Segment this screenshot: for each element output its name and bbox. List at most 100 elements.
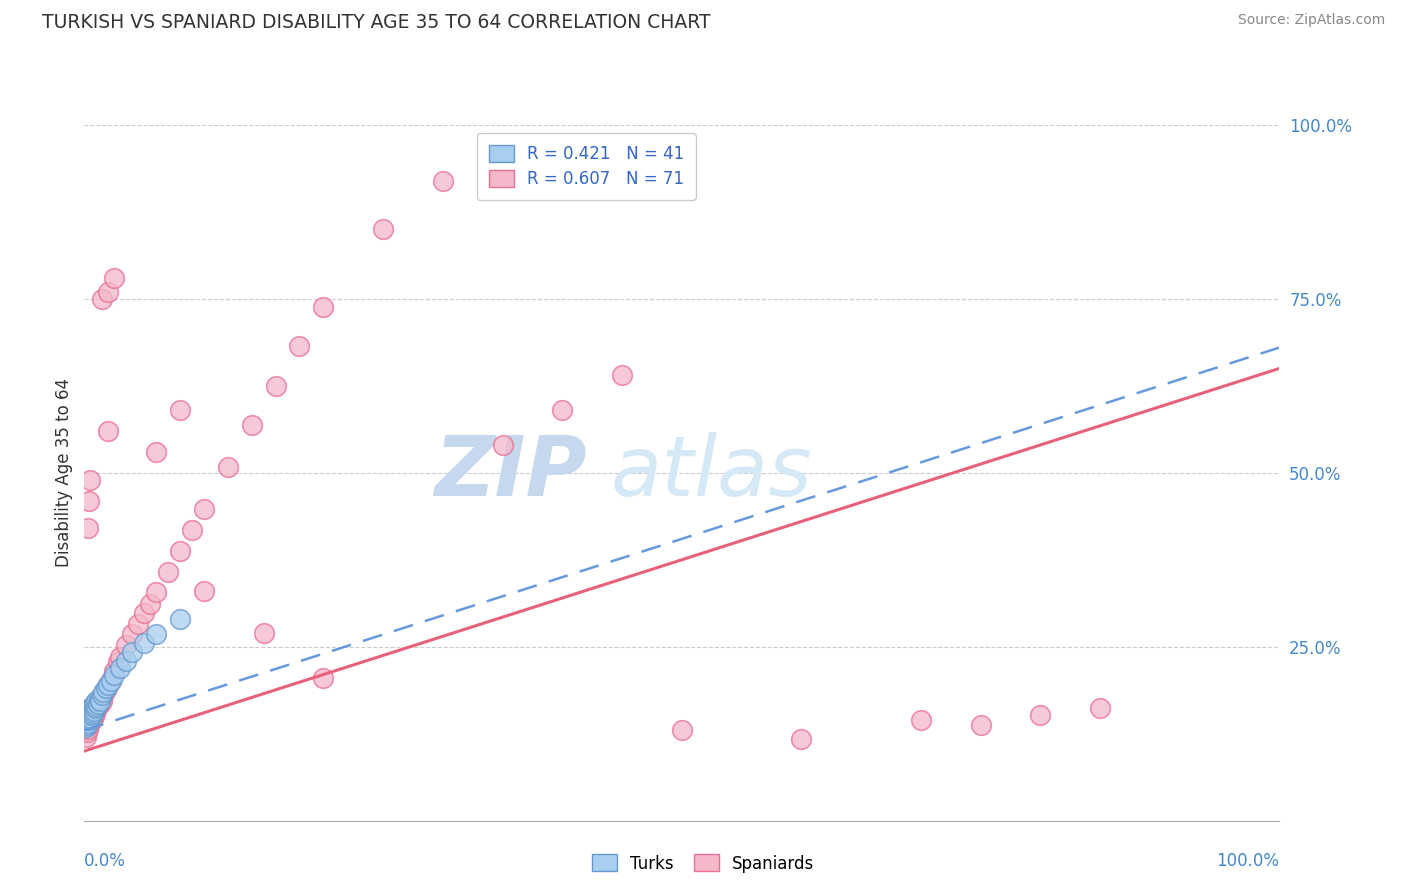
Y-axis label: Disability Age 35 to 64: Disability Age 35 to 64 xyxy=(55,378,73,567)
Point xyxy=(139,597,162,611)
Point xyxy=(180,523,202,537)
Point xyxy=(97,424,120,438)
Point xyxy=(77,521,100,535)
Point xyxy=(93,685,115,699)
Point xyxy=(1088,701,1111,715)
Point xyxy=(84,702,107,716)
Point xyxy=(790,731,813,746)
Point xyxy=(80,702,103,716)
Point xyxy=(84,706,107,720)
Point xyxy=(89,697,111,711)
Text: TURKISH VS SPANIARD DISABILITY AGE 35 TO 64 CORRELATION CHART: TURKISH VS SPANIARD DISABILITY AGE 35 TO… xyxy=(42,13,711,32)
Point xyxy=(79,701,101,715)
Point xyxy=(77,716,100,731)
Point xyxy=(75,720,97,734)
Point xyxy=(82,711,104,725)
Legend: R = 0.421   N = 41, R = 0.607   N = 71: R = 0.421 N = 41, R = 0.607 N = 71 xyxy=(477,133,696,200)
Point xyxy=(86,697,108,711)
Point xyxy=(970,717,993,731)
Point xyxy=(432,173,454,187)
Point xyxy=(94,682,117,697)
Point xyxy=(82,706,104,720)
Point xyxy=(76,717,98,731)
Point xyxy=(103,271,125,285)
Point xyxy=(157,565,180,579)
Text: 0.0%: 0.0% xyxy=(84,852,127,870)
Point xyxy=(115,638,138,652)
Point xyxy=(492,438,515,452)
Point xyxy=(253,625,276,640)
Point xyxy=(312,671,335,685)
Point xyxy=(77,704,100,718)
Point xyxy=(77,709,100,723)
Text: ZIP: ZIP xyxy=(433,433,586,513)
Point xyxy=(193,584,215,599)
Point xyxy=(87,695,110,709)
Point xyxy=(77,704,100,718)
Point xyxy=(75,722,97,736)
Point xyxy=(121,645,143,659)
Point xyxy=(169,403,191,417)
Point xyxy=(288,339,311,353)
Point xyxy=(77,717,100,731)
Point xyxy=(77,711,100,725)
Point xyxy=(75,711,97,725)
Point xyxy=(79,706,101,720)
Point xyxy=(80,706,103,720)
Point xyxy=(121,627,143,641)
Point xyxy=(103,667,125,681)
Point xyxy=(77,713,100,727)
Point xyxy=(1029,707,1052,722)
Point xyxy=(103,664,125,678)
Point xyxy=(83,701,105,715)
Point xyxy=(132,636,156,650)
Point xyxy=(76,717,98,731)
Point xyxy=(79,473,101,487)
Point xyxy=(145,445,167,459)
Point xyxy=(145,627,167,641)
Point xyxy=(132,607,156,621)
Point xyxy=(97,678,120,692)
Point xyxy=(145,585,167,599)
Point xyxy=(90,692,112,706)
Point xyxy=(110,650,132,665)
Point xyxy=(77,714,100,729)
Point xyxy=(671,723,693,738)
Point xyxy=(100,674,122,689)
Point xyxy=(77,493,100,508)
Point xyxy=(76,706,98,720)
Point xyxy=(910,713,932,727)
Point xyxy=(107,655,129,669)
Text: 100.0%: 100.0% xyxy=(1216,852,1279,870)
Point xyxy=(264,378,287,392)
Point xyxy=(93,689,115,703)
Point xyxy=(77,722,100,736)
Point xyxy=(551,403,574,417)
Text: atlas: atlas xyxy=(610,433,811,513)
Point xyxy=(240,418,263,433)
Point xyxy=(76,724,98,739)
Point xyxy=(80,707,103,722)
Point xyxy=(91,292,114,306)
Point xyxy=(80,713,103,727)
Point xyxy=(97,678,120,692)
Point xyxy=(371,222,394,236)
Point xyxy=(79,714,101,729)
Point xyxy=(84,698,107,713)
Point xyxy=(87,692,110,706)
Point xyxy=(91,689,114,703)
Point xyxy=(97,285,120,299)
Point xyxy=(76,713,98,727)
Point xyxy=(169,543,191,558)
Point xyxy=(76,713,98,727)
Point xyxy=(84,697,107,711)
Point xyxy=(86,698,108,713)
Point xyxy=(610,368,633,383)
Point xyxy=(82,704,104,718)
Point xyxy=(75,730,97,744)
Point xyxy=(76,709,98,723)
Point xyxy=(94,681,117,696)
Point xyxy=(83,709,105,723)
Point xyxy=(169,612,191,626)
Legend: Turks, Spaniards: Turks, Spaniards xyxy=(585,847,821,880)
